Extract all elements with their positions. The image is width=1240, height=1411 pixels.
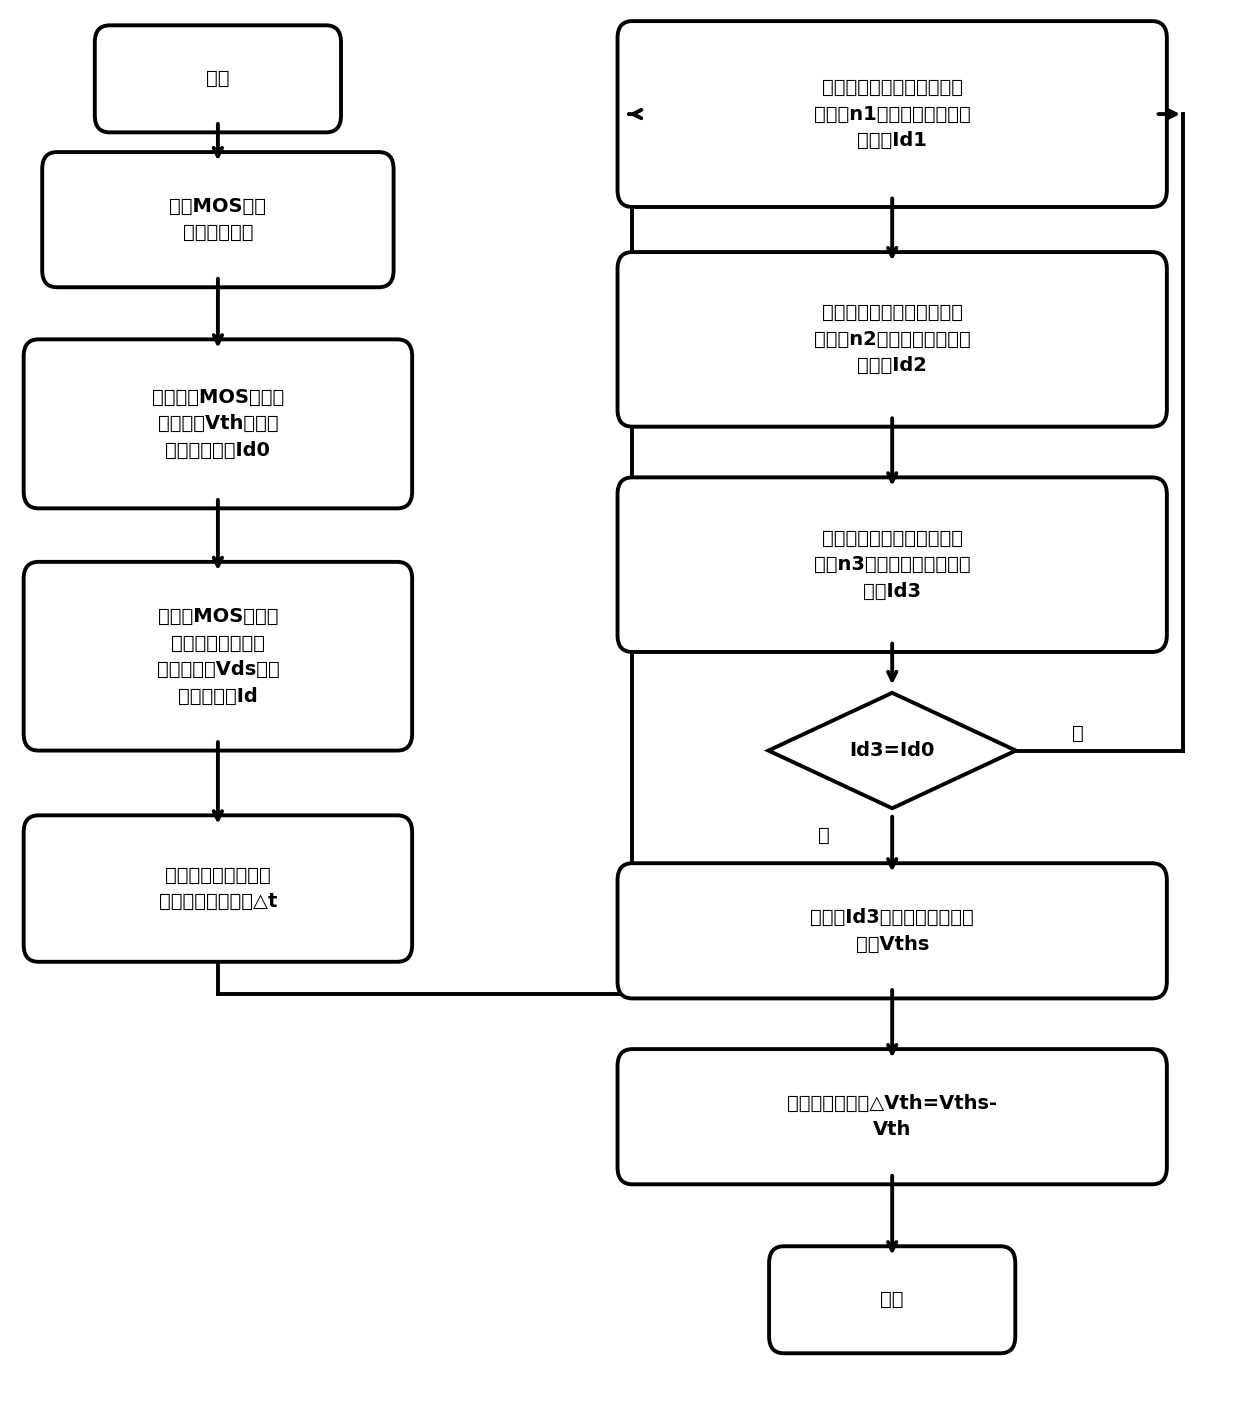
Text: 测得待测MOS器件的
阀值电压Vth以及对
应的漏极电流Id0: 测得待测MOS器件的 阀值电压Vth以及对 应的漏极电流Id0 [151,388,284,460]
FancyBboxPatch shape [24,562,412,751]
Text: 在待测MOS器件的
源极和漏极之间设
置感应电压Vds，测
试漏极电流Id: 在待测MOS器件的 源极和漏极之间设 置感应电压Vds，测 试漏极电流Id [156,607,279,706]
FancyBboxPatch shape [24,816,412,962]
Text: 设置所述栅极电压的
相邻扫描间隙时间△t: 设置所述栅极电压的 相邻扫描间隙时间△t [159,866,277,912]
Text: Id3=Id0: Id3=Id0 [849,741,935,761]
FancyBboxPatch shape [618,1050,1167,1184]
FancyBboxPatch shape [618,477,1167,652]
Text: 否: 否 [1071,724,1084,744]
FancyBboxPatch shape [94,25,341,133]
Text: 在栅极施加应力电压，测试
并记录n2个扫描点对应的漏
极电流Id2: 在栅极施加应力电压，测试 并记录n2个扫描点对应的漏 极电流Id2 [813,303,971,375]
FancyBboxPatch shape [769,1246,1016,1353]
FancyBboxPatch shape [618,21,1167,207]
Text: 待测MOS器件
置于待测环境: 待测MOS器件 置于待测环境 [170,198,267,243]
Text: 获得该Id3相对应的感应电压
的值Vths: 获得该Id3相对应的感应电压 的值Vths [810,909,975,954]
Polygon shape [769,693,1016,809]
Text: 撤销栅极应力电压，测试并
记录n3个扫描点对应的漏极
电流Id3: 撤销栅极应力电压，测试并 记录n3个扫描点对应的漏极 电流Id3 [813,529,971,601]
FancyBboxPatch shape [42,152,393,288]
Text: 是: 是 [818,825,830,845]
FancyBboxPatch shape [618,864,1167,999]
Text: 结束: 结束 [880,1290,904,1309]
Text: 在栅极施加感应电压，测试
并记录n1个扫描点对应的漏
极电流Id1: 在栅极施加感应电压，测试 并记录n1个扫描点对应的漏 极电流Id1 [813,78,971,150]
FancyBboxPatch shape [618,253,1167,426]
Text: 计算阀值偏移量△Vth=Vths-
Vth: 计算阀值偏移量△Vth=Vths- Vth [787,1094,997,1140]
FancyBboxPatch shape [24,340,412,508]
Text: 开始: 开始 [206,69,229,89]
